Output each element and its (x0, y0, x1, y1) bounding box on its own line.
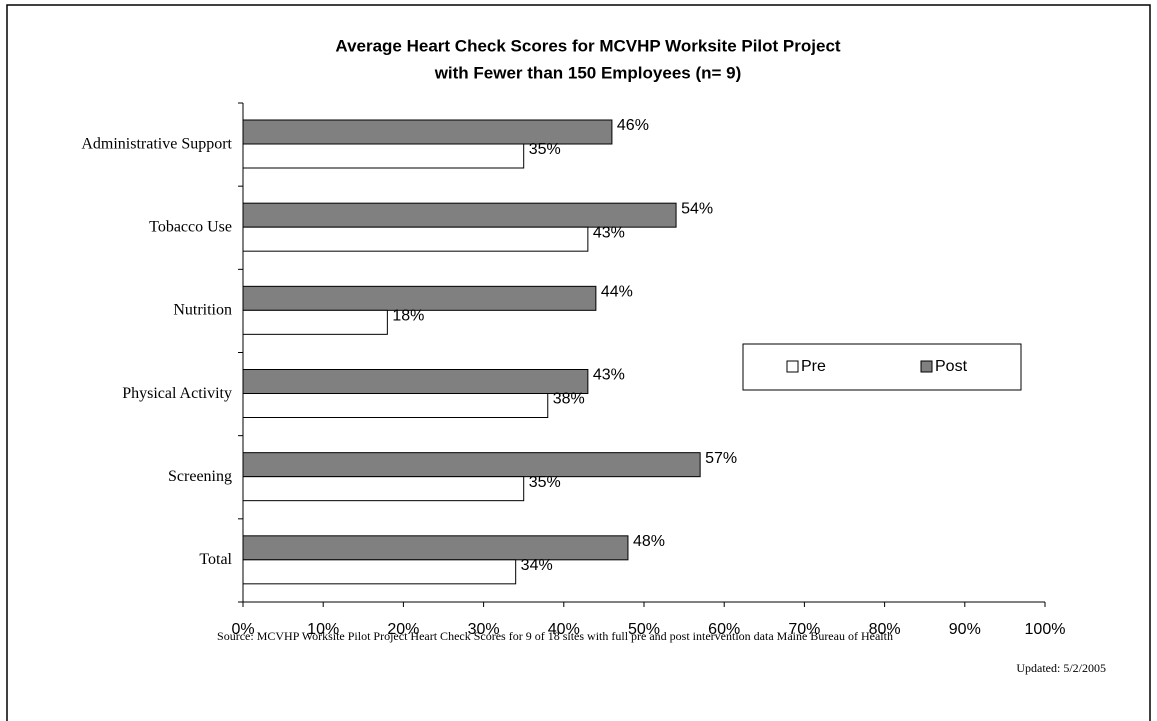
bar (242, 535, 629, 561)
bar (242, 143, 525, 169)
x-tick-label: 90% (949, 621, 981, 638)
updated-note: Updated: 5/2/2005 (1016, 661, 1106, 675)
y-tick-label: Administrative Support (81, 135, 232, 152)
legend-label: Pre (801, 358, 826, 375)
frame (6, 4, 1151, 721)
value-label: 46% (617, 117, 649, 134)
value-label: 43% (593, 224, 625, 241)
y-tick-label: Tobacco Use (149, 218, 232, 235)
x-tick-label: 10% (307, 621, 339, 638)
bar (242, 202, 677, 228)
value-label: 18% (392, 308, 424, 325)
bar (242, 119, 613, 145)
x-tick-label: 50% (628, 621, 660, 638)
y-tick-label: Screening (168, 468, 232, 485)
bar (242, 476, 525, 502)
value-label: 38% (553, 391, 585, 408)
bar (242, 559, 517, 585)
x-tick-label: 80% (869, 621, 901, 638)
value-label: 54% (681, 200, 713, 217)
value-label: 57% (705, 450, 737, 467)
x-tick-label: 0% (231, 621, 254, 638)
y-tick-label: Physical Activity (122, 385, 232, 402)
value-label: 34% (521, 557, 553, 574)
value-label: 48% (633, 533, 665, 550)
bar (242, 369, 589, 394)
x-tick-label: 30% (468, 621, 500, 638)
value-label: 43% (593, 367, 625, 384)
x-tick-label: 70% (788, 621, 820, 638)
bar (242, 393, 549, 418)
y-tick-label: Total (199, 551, 232, 568)
legend-label: Post (935, 358, 968, 375)
legend-swatch (920, 360, 933, 373)
y-tick-label: Nutrition (173, 302, 232, 319)
x-tick-label: 40% (548, 621, 580, 638)
bar (242, 452, 701, 478)
source-note: Source: MCVHP Worksite Pilot Project Hea… (217, 629, 893, 643)
chart-subtitle: with Fewer than 150 Employees (n= 9) (434, 63, 742, 82)
bar (242, 285, 597, 311)
x-tick-label: 100% (1025, 621, 1066, 638)
chart-title: Average Heart Check Scores for MCVHP Wor… (335, 36, 840, 55)
x-tick-label: 20% (387, 621, 419, 638)
bar (242, 226, 589, 252)
value-label: 44% (601, 284, 633, 301)
value-label: 35% (529, 474, 561, 491)
bar (242, 309, 388, 335)
legend-swatch (786, 360, 799, 373)
legend-box (742, 343, 1022, 391)
x-tick-label: 60% (708, 621, 740, 638)
value-label: 35% (529, 141, 561, 158)
